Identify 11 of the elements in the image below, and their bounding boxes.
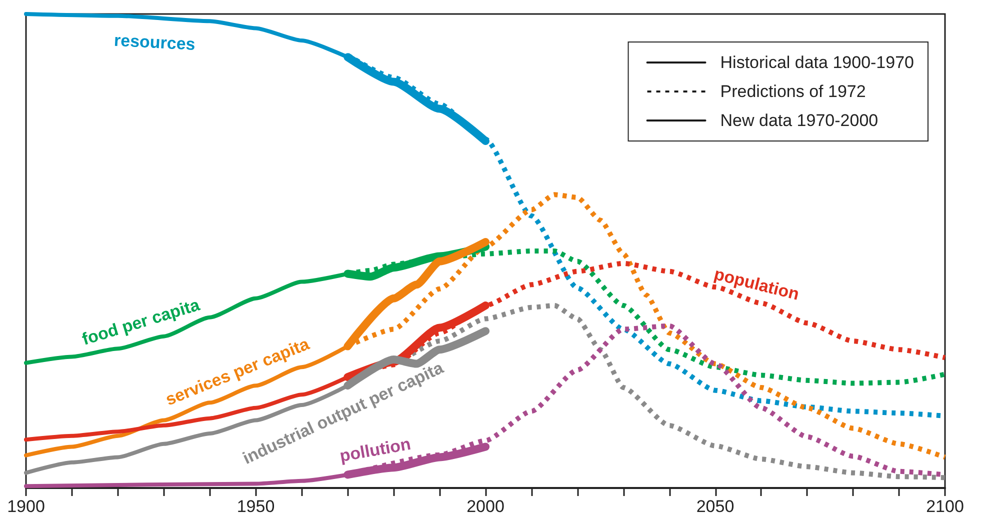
x-tick-label: 2100 bbox=[926, 497, 964, 516]
x-tick-label: 1900 bbox=[7, 497, 45, 516]
legend-label: Predictions of 1972 bbox=[720, 82, 866, 101]
legend-label: Historical data 1900-1970 bbox=[720, 53, 914, 72]
legend-label: New data 1970-2000 bbox=[720, 111, 878, 130]
series-label: resources bbox=[114, 30, 196, 54]
x-tick-label: 2000 bbox=[466, 497, 504, 516]
text: pollution bbox=[338, 434, 412, 466]
x-tick-label: 2050 bbox=[696, 497, 734, 516]
x-tick-label: 1950 bbox=[236, 497, 275, 516]
text: food per capita bbox=[80, 295, 202, 349]
